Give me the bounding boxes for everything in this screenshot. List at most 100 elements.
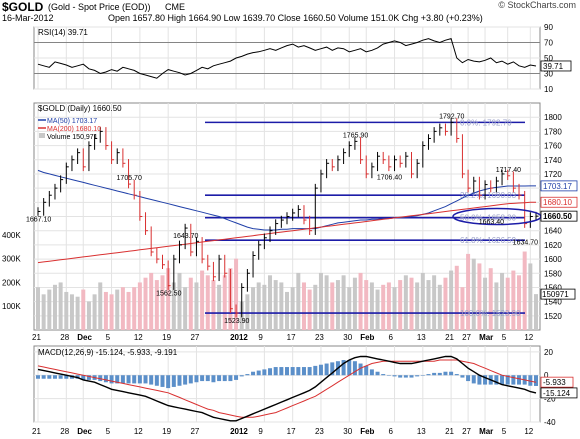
- volume-bar: [335, 280, 340, 330]
- macd-histogram-bar: [81, 375, 86, 380]
- volume-legend-label: Volume 150,971: [47, 134, 98, 141]
- volume-bar: [375, 289, 380, 330]
- macd-x-tick-label: 19: [162, 427, 171, 436]
- volume-bar: [415, 282, 420, 330]
- volume-tick-label: 400K: [2, 231, 21, 240]
- price-x-tick-label: 2012: [230, 333, 248, 342]
- macd-x-tick-label: 9: [258, 427, 263, 436]
- macd-histogram-bar: [103, 375, 108, 383]
- macd-histogram-bar: [262, 369, 267, 376]
- macd-histogram-bar: [437, 372, 442, 376]
- volume-bar: [160, 275, 165, 330]
- macd-histogram-bar: [86, 375, 91, 380]
- macd-histogram-bar: [41, 375, 46, 379]
- macd-histogram-bar: [217, 375, 222, 382]
- macd-x-tick-label: Mar: [479, 427, 493, 436]
- volume-bar: [381, 284, 386, 330]
- volume-bar: [183, 287, 188, 330]
- price-x-tick-label: Feb: [360, 333, 374, 342]
- volume-bar: [290, 287, 295, 330]
- volume-bar: [115, 289, 120, 330]
- macd-panel-frame: [33, 345, 541, 423]
- volume-bar: [386, 282, 391, 330]
- macd-last-box: [540, 387, 578, 399]
- volume-bar: [398, 280, 403, 330]
- macd-histogram-bar: [528, 375, 533, 386]
- volume-bar: [98, 282, 103, 330]
- macd-histogram-bar: [318, 364, 323, 376]
- macd-x-tick-label: Feb: [360, 427, 374, 436]
- macd-histogram-bar: [183, 375, 188, 385]
- volume-bar: [392, 287, 397, 330]
- volume-bar: [256, 282, 261, 330]
- volume-bar: [285, 291, 289, 330]
- volume-bar: [132, 287, 137, 330]
- price-annotation: 1634.70: [513, 239, 538, 246]
- macd-histogram-bar: [386, 375, 391, 376]
- volume-bar: [137, 282, 142, 330]
- volume-bar: [477, 263, 482, 330]
- exchange-label: CME: [165, 2, 185, 12]
- volume-bar: [52, 284, 57, 330]
- macd-histogram-bar: [251, 371, 256, 376]
- rsi-tick-label: 10: [544, 85, 553, 94]
- macd-histogram-bar: [449, 371, 454, 376]
- volume-bar: [324, 275, 329, 330]
- volume-bar: [222, 275, 227, 330]
- macd-histogram-bar: [392, 375, 397, 377]
- price-right-value: 1703.17: [543, 182, 572, 191]
- price-title: $GOLD (Daily) 1660.50: [38, 104, 122, 113]
- macd-histogram-bar: [460, 375, 465, 378]
- chart-header: $GOLD (Gold - Spot Price (EOD)) CME 16-M…: [0, 0, 580, 26]
- price-x-tick-label: 28: [60, 333, 69, 342]
- price-x-tick-label: 12: [524, 333, 533, 342]
- macd-histogram-bar: [115, 375, 120, 384]
- rsi-tick-label: 50: [544, 54, 553, 63]
- macd-histogram-bar: [47, 375, 52, 379]
- macd-histogram-bar: [330, 362, 335, 376]
- volume-bar: [517, 275, 522, 330]
- macd-histogram-bar: [296, 367, 301, 376]
- macd-x-tick-label: 12: [524, 427, 533, 436]
- price-x-tick-label: 23: [315, 333, 324, 342]
- price-tick-label: 1760: [544, 142, 562, 151]
- volume-bar: [126, 291, 131, 330]
- price-tick-label: 1780: [544, 127, 562, 136]
- macd-histogram-bar: [477, 375, 482, 385]
- macd-histogram-bar: [505, 375, 510, 385]
- volume-bar: [318, 272, 323, 330]
- volume-bar: [301, 282, 306, 330]
- macd-histogram-bar: [143, 375, 148, 384]
- volume-bar: [92, 294, 97, 330]
- volume-bar: [273, 280, 278, 330]
- price-tick-label: 1640: [544, 227, 562, 236]
- price-tick-label: 1560: [544, 283, 562, 292]
- volume-tick-label: 300K: [2, 255, 21, 264]
- volume-bar: [103, 291, 108, 330]
- macd-histogram-bar: [245, 374, 250, 376]
- macd-histogram-bar: [471, 375, 476, 384]
- macd-x-tick-label: 17: [287, 427, 296, 436]
- macd-histogram-bar: [398, 375, 403, 378]
- rsi-last-value: 39.71: [543, 62, 564, 71]
- macd-title: MACD(12,26,9) -15.124, -5.933, -9.191: [38, 348, 178, 357]
- volume-bar: [528, 263, 533, 330]
- rsi-tick-label: 90: [544, 23, 553, 32]
- volume-bar: [217, 284, 222, 330]
- macd-histogram-bar: [64, 375, 69, 379]
- macd-histogram-bar: [364, 365, 369, 376]
- volume-bar: [483, 277, 488, 330]
- volume-bar: [211, 280, 216, 330]
- volume-bar: [443, 277, 448, 330]
- macd-histogram-bar: [426, 374, 431, 376]
- macd-histogram-bar: [466, 375, 471, 382]
- volume-bar: [460, 287, 465, 330]
- volume-bar: [403, 275, 408, 330]
- price-right-value: 1680.10: [543, 198, 572, 207]
- macd-histogram-bar: [375, 371, 380, 376]
- price-annotation: 1792.70: [439, 113, 464, 120]
- price-tick-label: 1740: [544, 156, 562, 165]
- volume-bar: [534, 294, 538, 330]
- macd-histogram-bar: [494, 375, 499, 385]
- macd-histogram-bar: [154, 375, 159, 386]
